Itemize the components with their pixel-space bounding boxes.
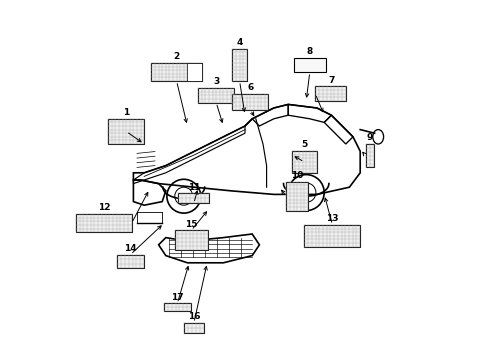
Bar — [232, 94, 269, 110]
Text: 2: 2 — [173, 52, 180, 61]
Text: 17: 17 — [171, 293, 184, 302]
Bar — [76, 214, 132, 232]
Bar — [232, 49, 247, 81]
Bar — [151, 63, 202, 81]
Bar — [304, 225, 360, 247]
Text: 11: 11 — [188, 183, 200, 192]
Bar — [366, 144, 373, 167]
Text: 1: 1 — [123, 108, 129, 117]
Bar — [198, 88, 234, 103]
Text: 16: 16 — [188, 312, 200, 321]
Text: 14: 14 — [124, 244, 137, 253]
Bar — [108, 119, 144, 144]
Bar — [292, 151, 317, 173]
Text: 6: 6 — [247, 83, 253, 92]
Bar — [175, 230, 208, 250]
Bar — [315, 86, 346, 101]
Bar — [184, 323, 204, 333]
Bar — [286, 182, 308, 211]
Bar — [294, 58, 326, 72]
Text: 10: 10 — [291, 171, 303, 180]
Bar — [178, 193, 209, 203]
Text: 7: 7 — [328, 76, 335, 85]
Text: 5: 5 — [301, 140, 308, 149]
Text: 15: 15 — [185, 220, 197, 229]
Text: 12: 12 — [98, 203, 110, 212]
Bar — [117, 255, 144, 268]
Bar — [187, 63, 202, 81]
Text: 3: 3 — [213, 77, 220, 86]
Text: 13: 13 — [326, 214, 339, 223]
Bar — [164, 303, 191, 311]
Text: 4: 4 — [236, 38, 243, 47]
Text: 8: 8 — [307, 47, 313, 56]
Text: 9: 9 — [367, 133, 373, 142]
